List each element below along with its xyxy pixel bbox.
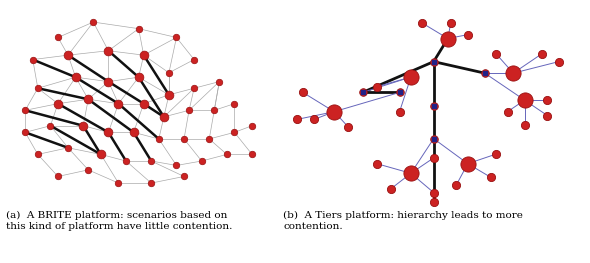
Point [146,181,156,185]
Point [205,137,214,141]
Point [104,130,113,134]
Point [463,33,473,37]
Point [189,57,199,62]
Point [298,90,307,94]
Point [491,52,501,56]
Point [184,108,194,112]
Point [215,79,224,84]
Point [395,110,404,114]
Point [53,102,63,106]
Point [172,163,181,168]
Point [480,71,490,75]
Point [134,27,143,31]
Point [164,93,173,97]
Point [71,75,80,79]
Point [503,110,512,114]
Point [452,183,461,187]
Point [520,123,529,127]
Point [372,84,382,89]
Point [358,90,368,94]
Point [53,174,63,179]
Point [96,152,106,156]
Point [63,53,73,57]
Point [146,159,156,163]
Point [104,49,113,53]
Point [329,110,339,114]
Point [21,130,30,134]
Point [172,36,181,40]
Point [84,168,93,172]
Point [429,156,438,160]
Point [78,124,88,128]
Point [491,152,501,156]
Point [189,86,199,90]
Point [179,174,189,179]
Point [139,102,149,106]
Point [45,124,55,128]
Point [129,130,138,134]
Point [134,75,143,79]
Point [429,104,438,108]
Point [310,117,319,122]
Point [372,161,382,166]
Point [230,130,239,134]
Point [122,159,131,163]
Point [247,124,257,128]
Point [197,159,206,163]
Point [429,136,438,141]
Point [429,200,438,204]
Point [154,137,163,141]
Point [537,52,546,56]
Point [429,190,438,195]
Point [463,161,473,166]
Point [114,102,123,106]
Point [386,187,396,191]
Point [247,152,257,156]
Point [554,59,563,64]
Point [446,21,455,25]
Point [164,71,173,75]
Point [84,97,93,101]
Point [543,98,552,102]
Point [209,108,219,112]
Point [88,20,98,24]
Point [63,146,73,150]
Point [418,21,427,25]
Point [395,90,404,94]
Point [179,137,189,141]
Point [104,79,113,84]
Point [443,36,453,41]
Point [406,171,415,175]
Text: (b)  A Tiers platform: hierarchy leads to more
contention.: (b) A Tiers platform: hierarchy leads to… [283,210,523,231]
Point [28,57,38,62]
Point [293,117,302,122]
Point [520,98,529,102]
Point [543,113,552,118]
Point [159,115,169,119]
Point [114,181,123,185]
Text: (a)  A BRITE platform: scenarios based on
this kind of platform have little cont: (a) A BRITE platform: scenarios based on… [6,210,232,231]
Point [509,71,518,75]
Point [406,75,415,79]
Point [230,102,239,106]
Point [222,152,232,156]
Point [343,125,353,129]
Point [139,53,149,57]
Point [486,175,495,179]
Point [429,59,438,64]
Point [33,86,42,90]
Point [33,152,42,156]
Point [53,36,63,40]
Point [21,108,30,112]
